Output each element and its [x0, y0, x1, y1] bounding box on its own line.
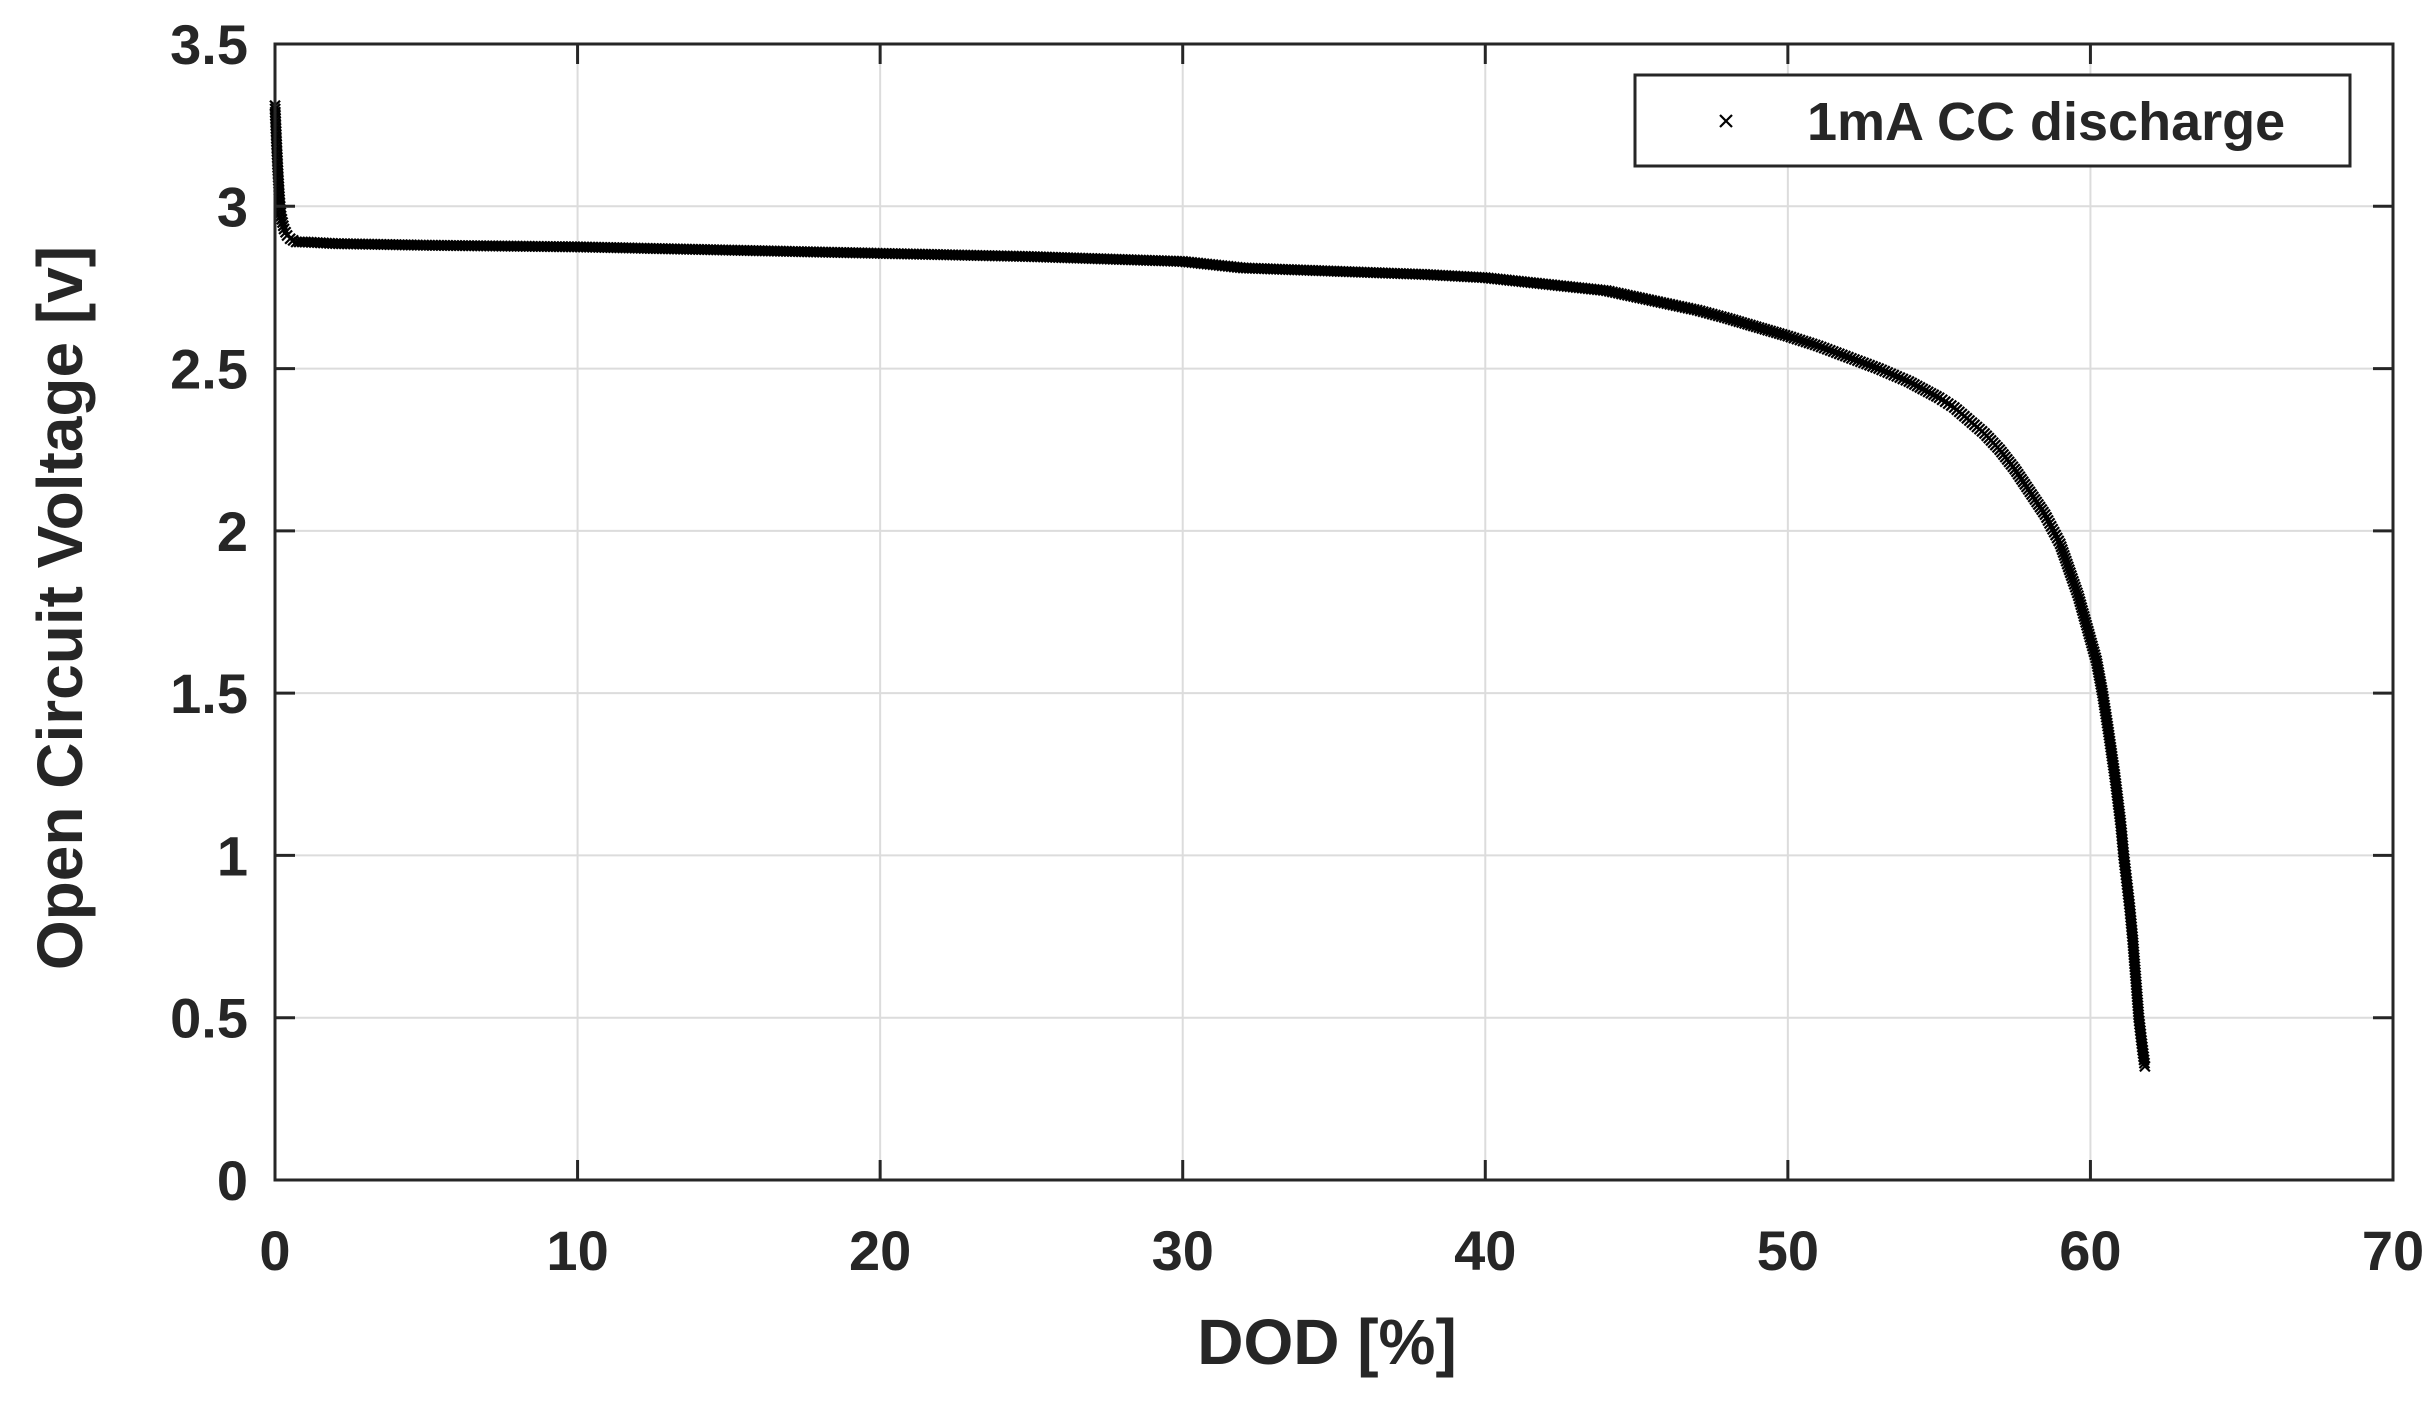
data-point — [1824, 344, 1836, 357]
x-tick-label: 0 — [259, 1219, 290, 1282]
data-point — [1884, 367, 1897, 380]
data-point — [1845, 352, 1858, 365]
x-tick-label: 40 — [1454, 1219, 1516, 1282]
x-tick-labels: 0 10 20 30 40 50 60 70 — [259, 1219, 2424, 1282]
data-point — [1872, 362, 1885, 375]
data-point — [1881, 366, 1894, 379]
data-point — [2138, 1057, 2151, 1069]
y-tick-label: 0.5 — [170, 987, 248, 1050]
y-axis-label: Open Circuit Voltage [v] — [24, 246, 96, 970]
data-point — [278, 223, 290, 235]
data-point — [1818, 342, 1830, 354]
legend: 1mA CC discharge — [1633, 73, 2352, 168]
data-point — [1851, 354, 1864, 367]
data-point — [2139, 1060, 2151, 1073]
data-point — [1812, 340, 1824, 352]
data-point — [1891, 370, 1903, 383]
y-tick-label: 1 — [217, 824, 248, 887]
legend-marker-icon — [1719, 114, 1733, 128]
legend-marker — [1719, 114, 1733, 128]
y-tick-labels: 0 0.5 1 1.5 2 2.5 3 3.5 — [170, 13, 248, 1212]
data-point — [1854, 355, 1867, 368]
data-point — [1863, 359, 1876, 371]
y-tick-label: 3 — [217, 175, 248, 238]
data-point — [1842, 351, 1855, 363]
data-point — [1839, 350, 1852, 362]
plot-area-border — [273, 42, 2395, 1182]
data-point — [1869, 361, 1882, 374]
data-points — [269, 99, 2151, 1073]
data-point — [1887, 369, 1900, 381]
data-point — [1815, 341, 1827, 353]
x-tick-label: 70 — [2362, 1219, 2424, 1282]
axis-ticks — [273, 42, 2395, 1182]
data-point — [1900, 374, 1912, 387]
y-tick-label: 1.5 — [170, 662, 248, 725]
y-tick-label: 2 — [217, 500, 248, 563]
legend-box — [1633, 73, 2352, 168]
x-tick-label: 50 — [1757, 1219, 1819, 1282]
x-tick-label: 10 — [546, 1219, 608, 1282]
data-point — [1827, 345, 1840, 358]
data-point — [1878, 365, 1891, 377]
grid-lines — [274, 43, 2394, 1181]
data-point — [1836, 349, 1849, 361]
data-point — [1830, 346, 1843, 359]
data-point — [1897, 373, 1909, 385]
legend-label: 1mA CC discharge — [1807, 92, 2285, 152]
data-point — [1857, 357, 1870, 369]
data-point — [1866, 360, 1879, 373]
data-point — [1860, 358, 1873, 370]
x-tick-label: 60 — [2059, 1219, 2121, 1282]
y-tick-label: 2.5 — [170, 338, 248, 401]
x-axis-label: DOD [%] — [1197, 1306, 1457, 1378]
data-point — [1894, 371, 1906, 384]
y-tick-label: 0 — [217, 1149, 248, 1212]
data-point — [277, 219, 290, 232]
x-tick-label: 30 — [1152, 1219, 1214, 1282]
x-tick-label: 20 — [849, 1219, 911, 1282]
data-point — [1875, 364, 1888, 376]
y-tick-label: 3.5 — [170, 13, 248, 76]
data-point — [1821, 343, 1833, 356]
data-point — [1833, 348, 1846, 360]
data-point — [1848, 353, 1861, 366]
